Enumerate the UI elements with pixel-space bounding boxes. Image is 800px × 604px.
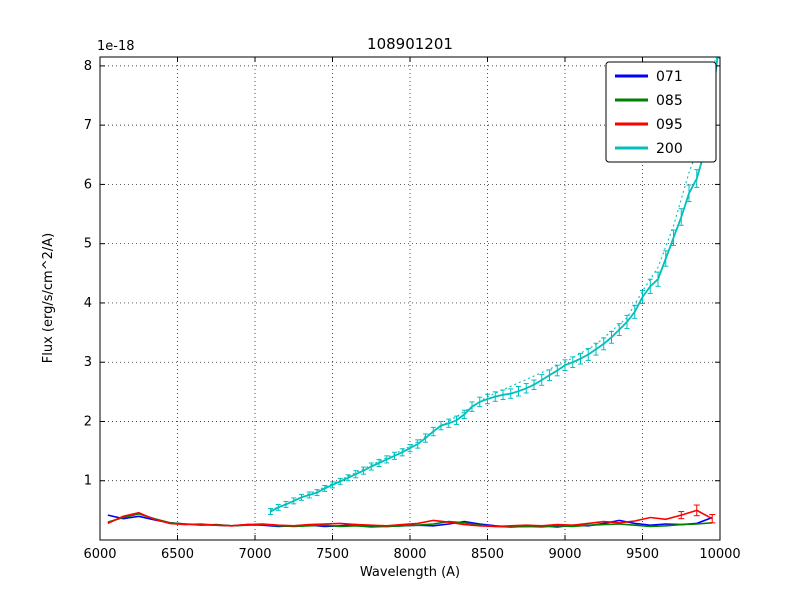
legend-label-095: 095 <box>656 117 683 133</box>
y-tick-label: 1 <box>84 474 92 489</box>
y-tick-label: 8 <box>84 59 92 74</box>
x-tick-label: 7500 <box>316 547 349 562</box>
x-tick-label: 8500 <box>471 547 504 562</box>
x-axis-label: Wavelength (A) <box>360 565 460 580</box>
x-tick-label: 6000 <box>83 547 116 562</box>
y-axis-label: Flux (erg/s/cm^2/A) <box>41 233 56 363</box>
series-095 <box>107 509 713 528</box>
x-tick-label: 9500 <box>626 547 659 562</box>
y-tick-label: 4 <box>84 296 92 311</box>
y-tick-label: 3 <box>84 355 92 370</box>
tick-labels: 6000 6500 7000 7500 8000 8500 9000 9500 10000 1 2 3… <box>83 59 740 562</box>
legend-label-071: 071 <box>656 69 683 85</box>
legend-label-085: 085 <box>656 93 683 109</box>
x-tick-label: 10000 <box>699 547 740 562</box>
plot-title: 108901201 <box>367 35 453 53</box>
data-series <box>107 57 720 528</box>
y-tick-label: 7 <box>84 118 92 133</box>
y-axis-offset-label: 1e-18 <box>97 39 135 54</box>
y-tick-label: 2 <box>84 414 92 429</box>
y-tick-label: 5 <box>84 237 92 252</box>
y-tick-label: 6 <box>84 177 92 192</box>
x-tick-label: 6500 <box>161 547 194 562</box>
legend-box: 071 085 095 200 <box>605 61 717 163</box>
x-tick-label: 8000 <box>393 547 426 562</box>
x-tick-label: 7000 <box>238 547 271 562</box>
x-tick-label: 9000 <box>548 547 581 562</box>
legend-label-200: 200 <box>656 141 683 157</box>
series-200 <box>270 57 719 513</box>
legend-frame <box>605 61 717 163</box>
axis-ticks <box>99 57 721 540</box>
